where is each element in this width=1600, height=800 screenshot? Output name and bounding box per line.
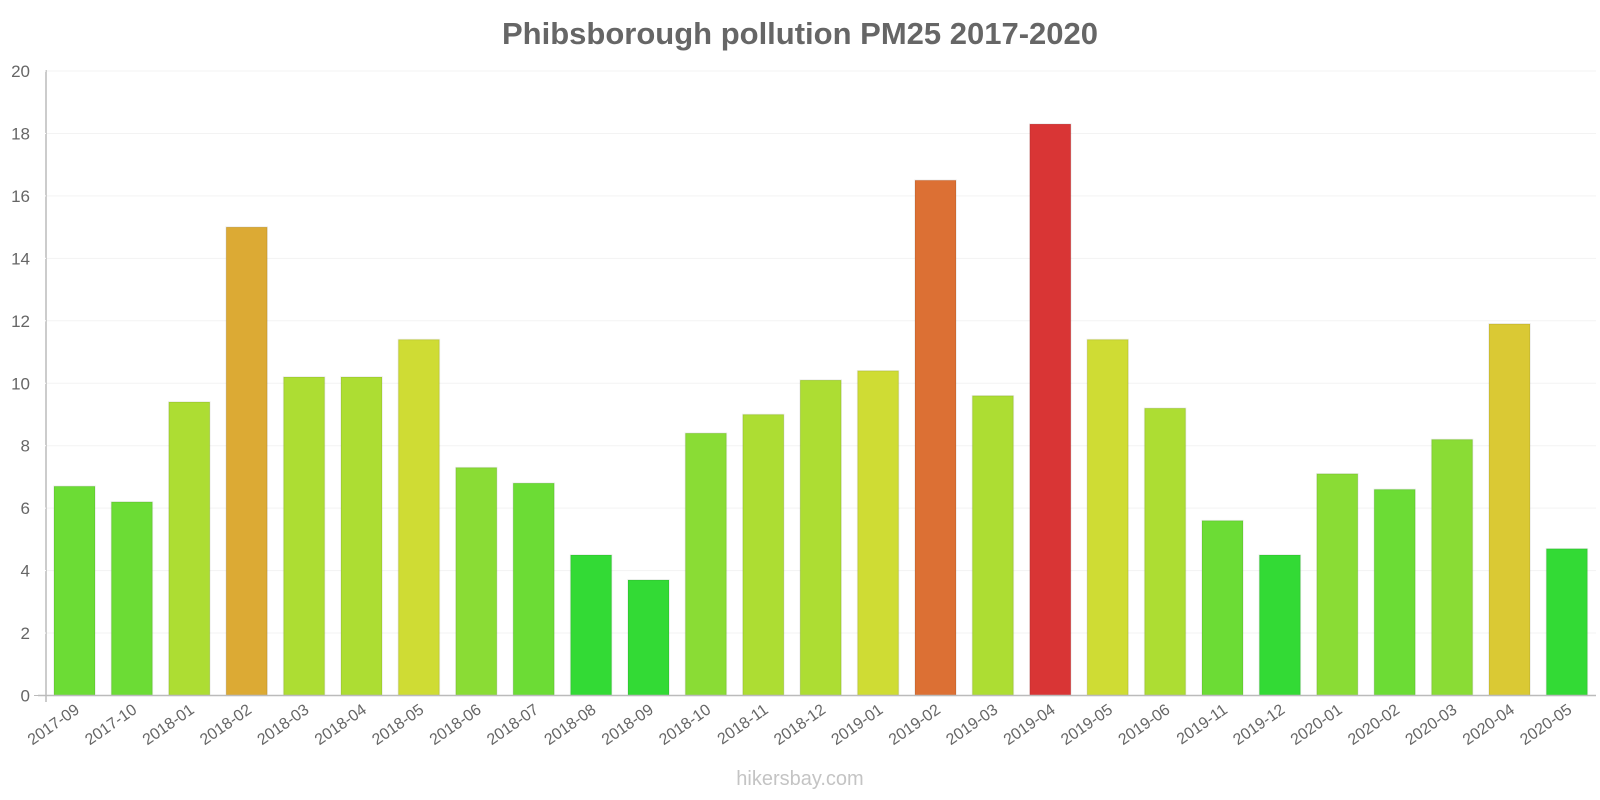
x-tick-label: 2018-12 <box>771 701 829 749</box>
x-tick-label: 2018-03 <box>255 701 313 749</box>
bar-2019-01[interactable] <box>856 370 900 697</box>
x-tick-label: 2018-06 <box>427 701 485 749</box>
x-tick-label: 2020-01 <box>1288 701 1346 749</box>
y-tick-label: 20 <box>11 62 30 81</box>
y-tick-label: 4 <box>21 562 30 581</box>
x-tick-label: 2019-02 <box>886 701 944 749</box>
bar-2018-04[interactable] <box>340 376 383 697</box>
bar-2018-12[interactable] <box>799 379 842 697</box>
y-axis-ticks: 0 2 4 6 8 10 12 14 16 18 20 <box>11 62 46 706</box>
bar-2018-11[interactable] <box>742 413 785 697</box>
bar-2018-06[interactable] <box>455 466 498 697</box>
x-axis-ticks: 2017-09 2017-10 2018-01 2018-02 2018-03 2018-… <box>25 701 1575 749</box>
x-tick-label: 2018-01 <box>140 701 198 749</box>
bar-2019-12[interactable] <box>1258 554 1302 697</box>
bar-2018-07[interactable] <box>512 482 555 697</box>
watermark: hikersbay.com <box>736 768 864 790</box>
bar-2018-08[interactable] <box>569 554 613 697</box>
x-tick-label: 2018-05 <box>369 701 427 749</box>
bar-2020-02[interactable] <box>1373 488 1416 697</box>
bar-2019-03[interactable] <box>971 394 1015 697</box>
x-tick-label: 2019-01 <box>829 701 887 749</box>
bar-2019-05[interactable] <box>1086 338 1129 697</box>
x-tick-label: 2017-10 <box>82 701 140 749</box>
y-tick-label: 12 <box>11 312 30 331</box>
bar-2017-09[interactable] <box>53 485 96 697</box>
x-tick-label: 2019-03 <box>943 701 1001 749</box>
y-tick-label: 8 <box>21 437 30 456</box>
x-tick-label: 2020-04 <box>1460 701 1518 749</box>
bar-2018-03[interactable] <box>282 376 326 697</box>
x-tick-label: 2018-10 <box>656 701 714 749</box>
chart-title: Phibsborough pollution PM25 2017-2020 <box>502 16 1098 51</box>
bar-2020-05[interactable] <box>1545 547 1589 697</box>
x-tick-label: 2018-08 <box>542 701 600 749</box>
x-tick-label: 2018-11 <box>715 701 772 748</box>
x-tick-label: 2020-03 <box>1403 701 1461 749</box>
bar-2018-09[interactable] <box>627 579 670 697</box>
x-tick-label: 2019-11 <box>1174 701 1231 748</box>
x-tick-label: 2019-04 <box>1001 701 1059 749</box>
bar-2018-10[interactable] <box>684 432 728 697</box>
x-tick-label: 2020-05 <box>1517 701 1575 749</box>
y-tick-label: 18 <box>11 124 30 143</box>
x-tick-label: 2018-09 <box>599 701 657 749</box>
x-tick-label: 2019-06 <box>1116 701 1174 749</box>
bar-2018-01[interactable] <box>168 401 211 697</box>
bar-2019-06[interactable] <box>1143 407 1187 697</box>
bar-2017-10[interactable] <box>110 501 154 697</box>
bar-2019-04[interactable] <box>1029 123 1072 697</box>
y-tick-label: 2 <box>21 624 30 643</box>
x-tick-label: 2018-02 <box>197 701 255 749</box>
y-tick-label: 10 <box>11 374 30 393</box>
bar-2020-04[interactable] <box>1488 323 1531 697</box>
bars <box>53 123 1589 697</box>
bar-2020-01[interactable] <box>1316 473 1359 697</box>
y-tick-label: 14 <box>11 249 30 268</box>
bar-2018-05[interactable] <box>397 338 441 697</box>
x-tick-label: 2018-04 <box>312 701 370 749</box>
x-tick-label: 2019-12 <box>1230 701 1288 749</box>
bar-2019-11[interactable] <box>1201 519 1244 697</box>
bar-2019-02[interactable] <box>914 179 957 697</box>
y-tick-label: 6 <box>21 499 30 518</box>
bar-2020-03[interactable] <box>1430 438 1474 697</box>
x-tick-label: 2019-05 <box>1058 701 1116 749</box>
bar-2018-02[interactable] <box>225 226 268 697</box>
x-tick-label: 2017-09 <box>25 701 83 749</box>
y-tick-label: 16 <box>11 187 30 206</box>
y-tick-label: 0 <box>21 687 30 706</box>
x-tick-label: 2020-02 <box>1345 701 1403 749</box>
x-tick-label: 2018-07 <box>484 701 542 749</box>
